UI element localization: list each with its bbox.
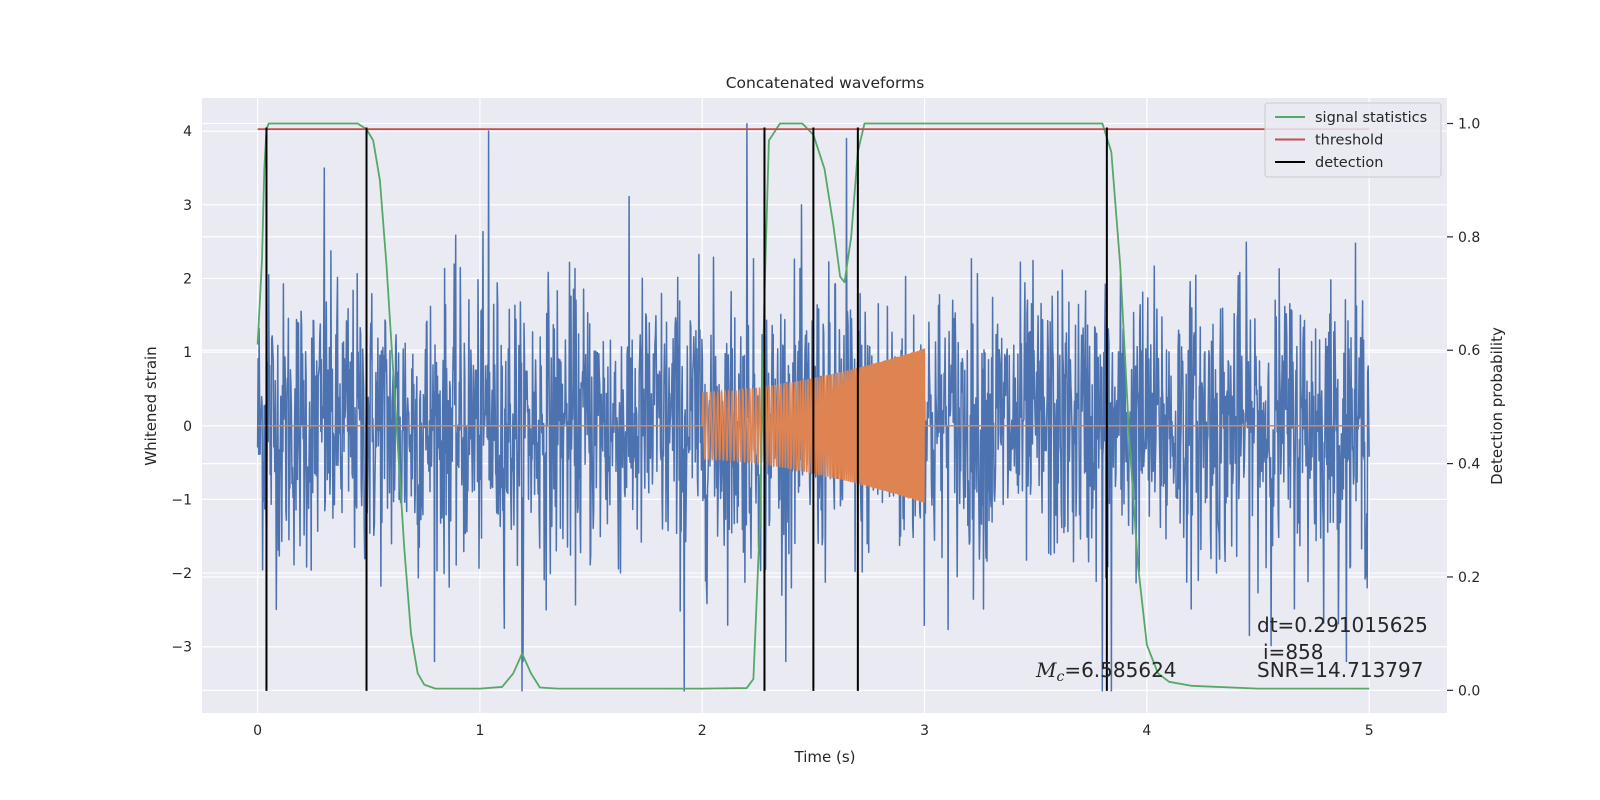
y-tick-label-left: −3 bbox=[171, 640, 192, 656]
snr-annotation: SNR=14.713797 bbox=[1257, 658, 1423, 682]
y-axis-label-right: Detection probability bbox=[1488, 327, 1506, 485]
tick-labels: 0 1 2 3 4 5 −3 −2 −1 0 1 2 3 4 0.0 0.2 0.4 0.6 0.8 1.0 bbox=[171, 117, 1480, 739]
y-tick-label-left: 2 bbox=[183, 271, 192, 287]
x-tick-label: 3 bbox=[920, 723, 929, 739]
y-tick-label-right: 0.4 bbox=[1458, 457, 1480, 473]
y-tick-label-right: 0.0 bbox=[1458, 683, 1480, 699]
legend-label-signal: signal statistics bbox=[1315, 110, 1427, 126]
legend-box bbox=[1264, 102, 1442, 178]
x-tick-label: 5 bbox=[1365, 723, 1374, 739]
y-axis-label-left: Whitened strain bbox=[142, 346, 160, 465]
legend-label-threshold: threshold bbox=[1315, 133, 1383, 149]
legend-label-detection: detection bbox=[1315, 155, 1383, 171]
y-tick-label-left: 3 bbox=[183, 198, 192, 214]
y-tick-label-right: 0.6 bbox=[1458, 343, 1480, 359]
y-tick-label-left: −2 bbox=[171, 566, 192, 582]
y-tick-label-right: 1.0 bbox=[1458, 117, 1480, 133]
chart-title: Concatenated waveforms bbox=[726, 74, 925, 92]
chirp-mass-annotation: Mc=6.585624 bbox=[1035, 658, 1177, 685]
y-tick-label-left: 0 bbox=[183, 419, 192, 435]
chirp-mass-value: =6.585624 bbox=[1064, 658, 1176, 682]
y-tick-label-left: −1 bbox=[171, 492, 192, 508]
chirp-mass-subscript: c bbox=[1056, 669, 1064, 685]
index-annotation: i=858 bbox=[1263, 640, 1324, 664]
y-tick-label-left: 4 bbox=[183, 124, 192, 140]
x-tick-label: 0 bbox=[253, 723, 262, 739]
x-axis-label: Time (s) bbox=[794, 748, 856, 766]
x-tick-label: 2 bbox=[698, 723, 707, 739]
plot-area bbox=[256, 122, 1370, 692]
y-tick-label-right: 0.8 bbox=[1458, 230, 1480, 246]
series-line-signal-statistics bbox=[256, 122, 1370, 690]
chirp-mass-symbol: M bbox=[1035, 658, 1057, 682]
x-tick-label: 4 bbox=[1142, 723, 1151, 739]
legend: signal statistics threshold detection bbox=[1264, 102, 1442, 178]
y-tick-label-left: 1 bbox=[183, 345, 192, 361]
y-tick-label-right: 0.2 bbox=[1458, 570, 1480, 586]
dt-annotation: dt=0.291015625 bbox=[1257, 613, 1428, 637]
x-tick-label: 1 bbox=[475, 723, 484, 739]
